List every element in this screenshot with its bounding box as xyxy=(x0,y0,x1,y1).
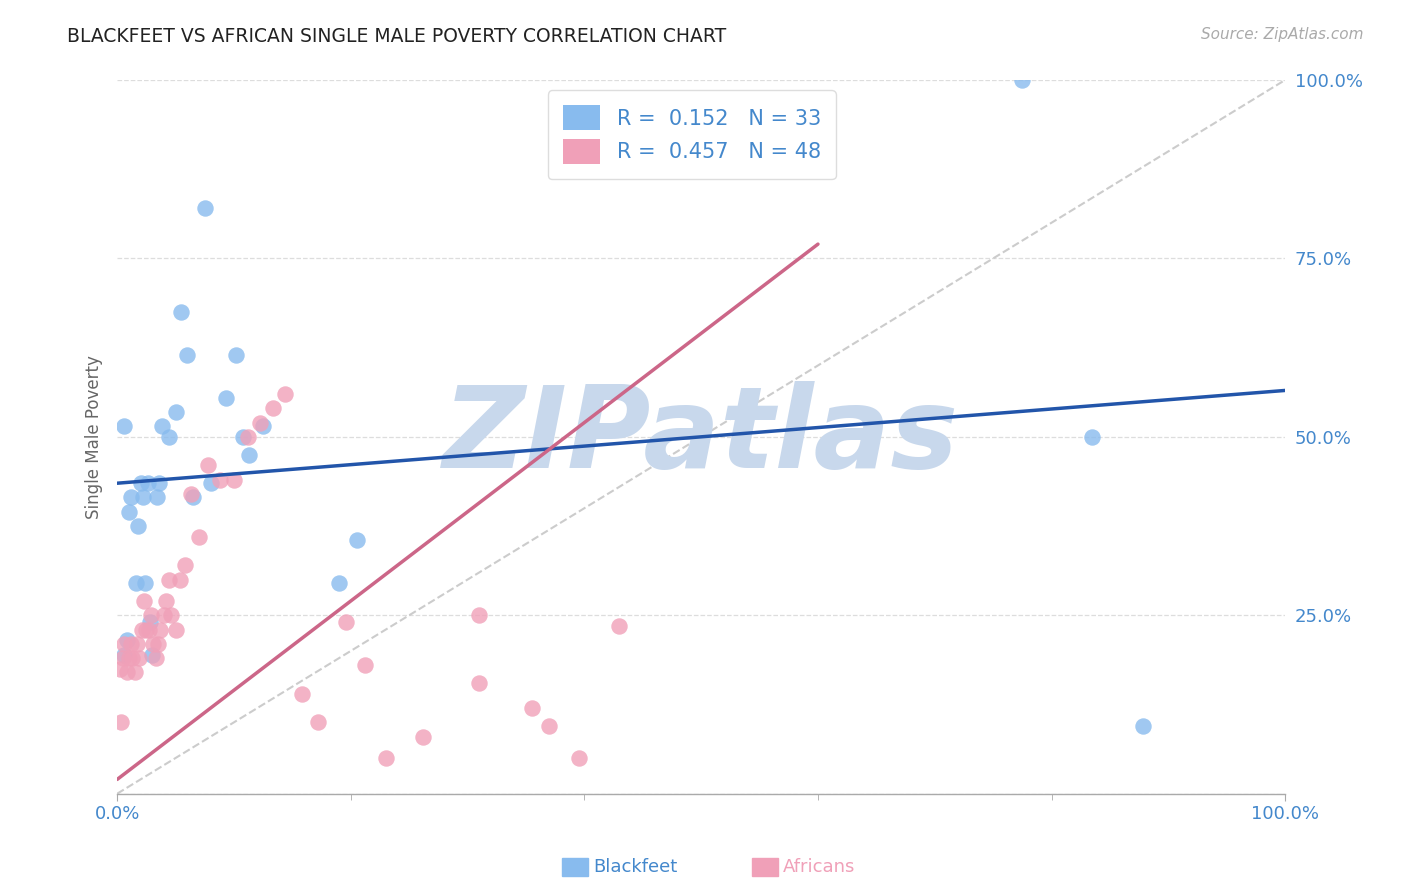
Point xyxy=(307,715,329,730)
Point xyxy=(120,491,142,505)
Point xyxy=(136,476,159,491)
Point xyxy=(134,576,156,591)
Point xyxy=(112,419,135,434)
Point xyxy=(197,458,219,473)
Point xyxy=(165,623,187,637)
Point xyxy=(124,665,146,680)
Point xyxy=(112,648,135,662)
Point xyxy=(145,651,167,665)
Point xyxy=(194,202,217,216)
Point xyxy=(180,487,202,501)
Point xyxy=(138,623,160,637)
Point xyxy=(160,608,183,623)
Point xyxy=(291,687,314,701)
Point xyxy=(222,473,245,487)
Point xyxy=(225,348,247,362)
Point xyxy=(232,430,254,444)
Point xyxy=(129,476,152,491)
Point xyxy=(174,558,197,573)
Point xyxy=(208,473,231,487)
Point xyxy=(262,401,284,416)
Point xyxy=(200,476,222,491)
Point xyxy=(125,637,148,651)
Point xyxy=(374,751,396,765)
Point xyxy=(115,633,138,648)
Point xyxy=(118,505,141,519)
Point xyxy=(181,491,204,505)
Point xyxy=(139,615,162,630)
Point xyxy=(132,594,155,608)
Point xyxy=(118,651,141,665)
Point xyxy=(1011,73,1033,87)
Point xyxy=(112,637,135,651)
Point xyxy=(121,651,143,665)
Point xyxy=(149,623,172,637)
Point xyxy=(335,615,357,630)
Point xyxy=(150,419,173,434)
Point xyxy=(139,608,162,623)
Point xyxy=(187,530,209,544)
Text: BLACKFEET VS AFRICAN SINGLE MALE POVERTY CORRELATION CHART: BLACKFEET VS AFRICAN SINGLE MALE POVERTY… xyxy=(67,27,727,45)
Point xyxy=(135,623,157,637)
Point xyxy=(169,573,191,587)
Y-axis label: Single Male Poverty: Single Male Poverty xyxy=(86,355,103,519)
Point xyxy=(108,662,131,676)
Point xyxy=(520,701,543,715)
Text: Africans: Africans xyxy=(783,858,855,876)
Point xyxy=(146,491,169,505)
Point xyxy=(146,637,169,651)
Point xyxy=(170,305,193,319)
Point xyxy=(274,387,297,401)
Legend: R =  0.152   N = 33, R =  0.457   N = 48: R = 0.152 N = 33, R = 0.457 N = 48 xyxy=(548,90,835,178)
Point xyxy=(128,651,150,665)
Point xyxy=(176,348,198,362)
Point xyxy=(412,730,434,744)
Point xyxy=(125,576,148,591)
Point xyxy=(215,391,238,405)
Text: Source: ZipAtlas.com: Source: ZipAtlas.com xyxy=(1201,27,1364,42)
Point xyxy=(155,594,177,608)
Point xyxy=(249,416,271,430)
Point xyxy=(567,751,589,765)
Point xyxy=(157,430,180,444)
Point xyxy=(120,637,142,651)
Point xyxy=(238,448,260,462)
Point xyxy=(165,405,187,419)
Point xyxy=(153,608,176,623)
Point xyxy=(110,715,132,730)
Point xyxy=(236,430,259,444)
Point xyxy=(148,476,170,491)
Point xyxy=(353,658,375,673)
Point xyxy=(346,533,368,548)
Point xyxy=(538,719,561,733)
Point xyxy=(1081,430,1104,444)
Text: ZIPatlas: ZIPatlas xyxy=(443,381,959,492)
Point xyxy=(252,419,274,434)
Point xyxy=(328,576,350,591)
Point xyxy=(142,637,165,651)
Point xyxy=(157,573,180,587)
Point xyxy=(468,676,491,690)
Point xyxy=(127,519,149,533)
Point xyxy=(141,648,163,662)
Point xyxy=(112,651,135,665)
Point xyxy=(131,623,153,637)
Text: Blackfeet: Blackfeet xyxy=(593,858,678,876)
Point xyxy=(1132,719,1154,733)
Point xyxy=(609,619,631,633)
Point xyxy=(132,491,155,505)
Point xyxy=(468,608,491,623)
Point xyxy=(115,665,138,680)
